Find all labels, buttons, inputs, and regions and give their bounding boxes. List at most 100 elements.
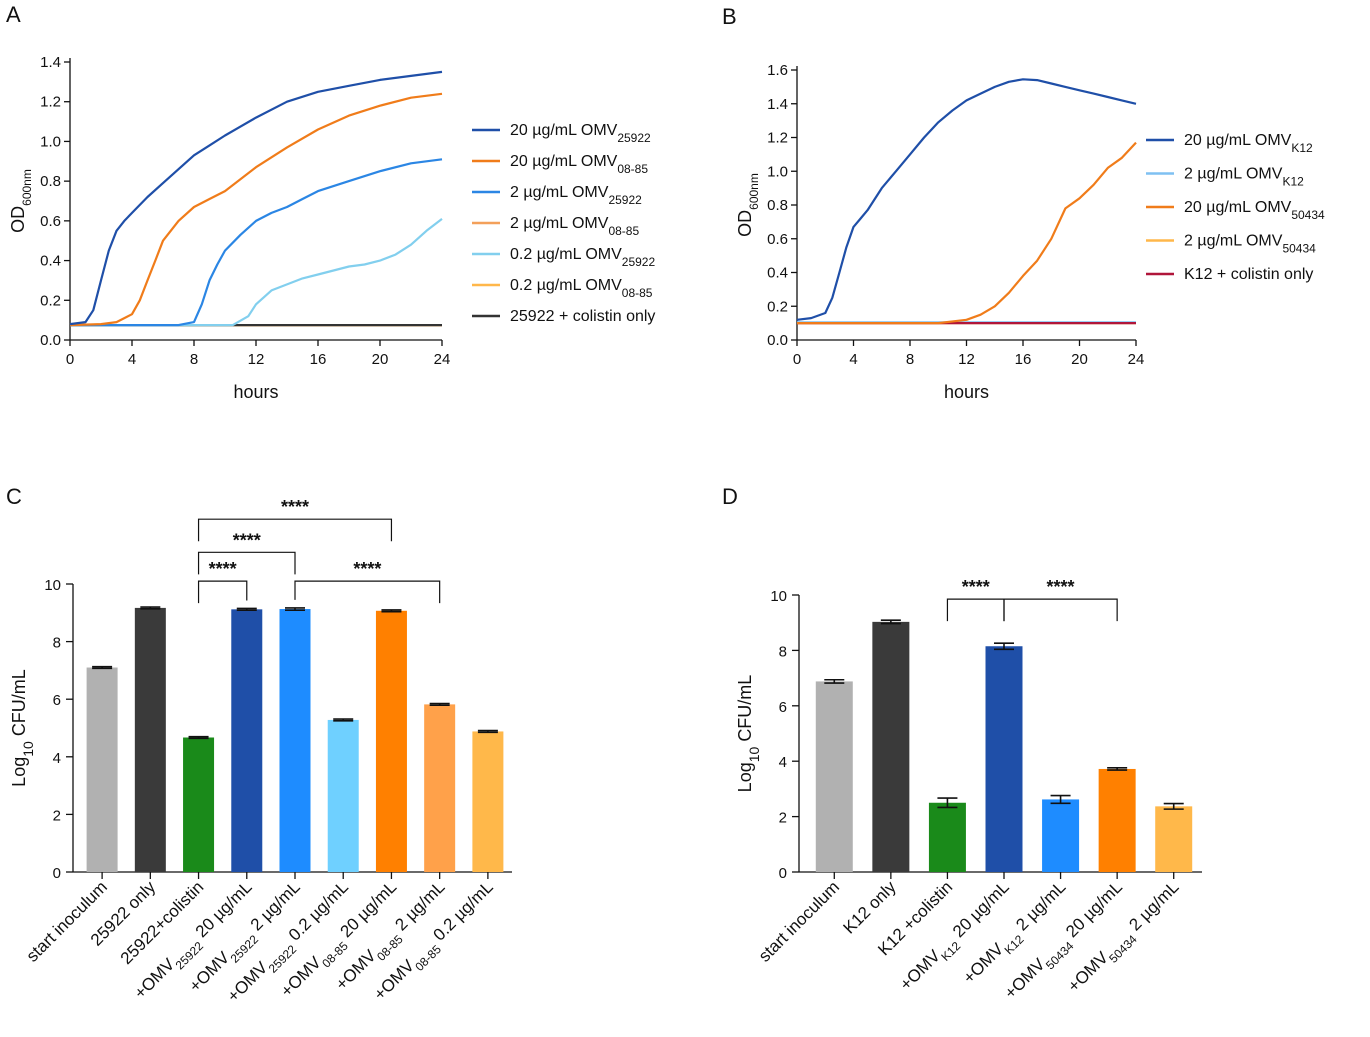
significance-bracket [1003, 598, 1118, 622]
legend-entry: 2 µg/mL OMV08-85 [510, 215, 639, 238]
panel-a-growth-curves: A 0.0 0.2 0.4 0.6 0.8 1.0 1.2 1.4 0 4 8 12 16 20 24 hou… [6, 2, 655, 402]
significance-bracket [197, 518, 393, 542]
significance-label: **** [353, 559, 381, 579]
y-tick-label: 4 [53, 750, 61, 767]
y-tick-label: 0.8 [767, 197, 788, 214]
y-tick-label: 1.4 [767, 96, 788, 113]
error-bar [188, 735, 209, 740]
bar [424, 704, 456, 872]
series-line [69, 70, 443, 326]
x-tick-label: 8 [906, 351, 914, 368]
y-tick-label: 8 [53, 635, 61, 652]
x-axis-label: hours [944, 382, 989, 402]
x-tick-label: 20 [372, 351, 389, 368]
y-tick-label: 0 [53, 865, 61, 882]
legend-entry: 20 µg/mL OMV50434 [1184, 199, 1325, 222]
error-bar [1050, 794, 1071, 805]
bar [231, 609, 263, 872]
legend-entry: 0.2 µg/mL OMV25922 [510, 246, 655, 269]
y-tick-label: 2 [53, 807, 61, 824]
y-tick-label: 6 [53, 692, 61, 709]
x-tick-label: 20 [1071, 351, 1088, 368]
x-tick-label: +OMV50434 2 µg/mL [1064, 877, 1187, 1000]
y-axis-label: OD600nm [8, 169, 34, 233]
x-tick-label: start inoculum [755, 877, 843, 965]
error-bar [1163, 802, 1184, 810]
x-tick-label: 0 [66, 351, 74, 368]
bar [985, 646, 1023, 872]
y-tick-label: 0.2 [767, 298, 788, 315]
error-bar [880, 619, 901, 625]
x-tick-label: 4 [128, 351, 136, 368]
y-tick-label: 2 [779, 810, 787, 827]
y-tick-label: 0.0 [40, 332, 61, 349]
legend-entry: 20 µg/mL OMV25922 [510, 122, 651, 145]
y-tick-label: 0.0 [767, 332, 788, 349]
series-line [70, 218, 443, 327]
bar [872, 621, 910, 872]
error-bar [429, 702, 450, 707]
bar [134, 607, 166, 872]
bar [1155, 806, 1193, 872]
y-tick-label: 10 [770, 588, 787, 605]
y-axis-label: Log10 CFU/mL [9, 669, 36, 787]
error-bar [381, 609, 402, 613]
bar [1042, 799, 1080, 872]
legend-entry: 2 µg/mL OMV50434 [1184, 233, 1316, 256]
x-tick-label: start inoculum [23, 877, 111, 965]
y-tick-label: 8 [779, 643, 787, 660]
bar [183, 737, 215, 872]
x-tick-label: 16 [1015, 351, 1032, 368]
x-tick-label: 12 [958, 351, 975, 368]
y-tick-label: 1.0 [40, 133, 61, 150]
y-tick-label: 0.6 [767, 231, 788, 248]
panel-label: B [722, 4, 737, 29]
y-tick-label: 0.8 [40, 173, 61, 190]
y-tick-label: 1.2 [40, 94, 61, 111]
significance-label: **** [1047, 577, 1075, 597]
legend-entry: 2 µg/mL OMV25922 [510, 184, 642, 207]
legend-entry: 20 µg/mL OMVK12 [1184, 132, 1313, 155]
legend-entry: 0.2 µg/mL OMV08-85 [510, 277, 653, 300]
y-tick-label: 1.6 [767, 62, 788, 79]
legend-entry: 2 µg/mL OMVK12 [1184, 166, 1304, 189]
error-bar [333, 718, 354, 722]
y-tick-label: 1.0 [767, 163, 788, 180]
bar [279, 609, 311, 872]
significance-label: **** [209, 559, 237, 579]
bar [375, 610, 407, 872]
error-bar [140, 606, 161, 610]
y-tick-label: 1.4 [40, 54, 61, 71]
x-tick-label: 24 [434, 351, 451, 368]
bar [472, 731, 504, 872]
y-tick-label: 6 [779, 699, 787, 716]
x-tick-label: +OMVK12 20 µg/mL [896, 877, 1017, 998]
panel-b-growth-curves: B 0.0 0.2 0.4 0.6 0.8 1.0 1.2 1.4 1.6 0 4 8 12 16 20 24… [722, 4, 1325, 402]
x-tick-label: 16 [310, 351, 327, 368]
bar [1098, 768, 1136, 872]
error-bar [937, 797, 958, 809]
bar [327, 719, 359, 872]
panel-label: D [722, 484, 738, 509]
legend-entry: 20 µg/mL OMV08-85 [510, 153, 648, 176]
y-axis-label: OD600nm [735, 173, 761, 237]
y-tick-label: 4 [779, 754, 787, 771]
significance-bracket [197, 580, 248, 604]
y-tick-label: 10 [44, 577, 61, 594]
y-tick-label: 0.4 [767, 265, 788, 282]
significance-bracket [294, 580, 441, 604]
series-line [797, 141, 1137, 325]
y-tick-label: 0.6 [40, 213, 61, 230]
y-tick-label: 0.4 [40, 253, 61, 270]
bar [86, 667, 118, 872]
y-tick-label: 0 [779, 865, 787, 882]
series-line [796, 78, 1137, 321]
y-tick-label: 1.2 [767, 130, 788, 147]
panel-label: C [6, 484, 22, 509]
y-axis-label: Log10 CFU/mL [735, 675, 762, 793]
error-bar [92, 665, 113, 670]
significance-bracket [946, 598, 1005, 622]
